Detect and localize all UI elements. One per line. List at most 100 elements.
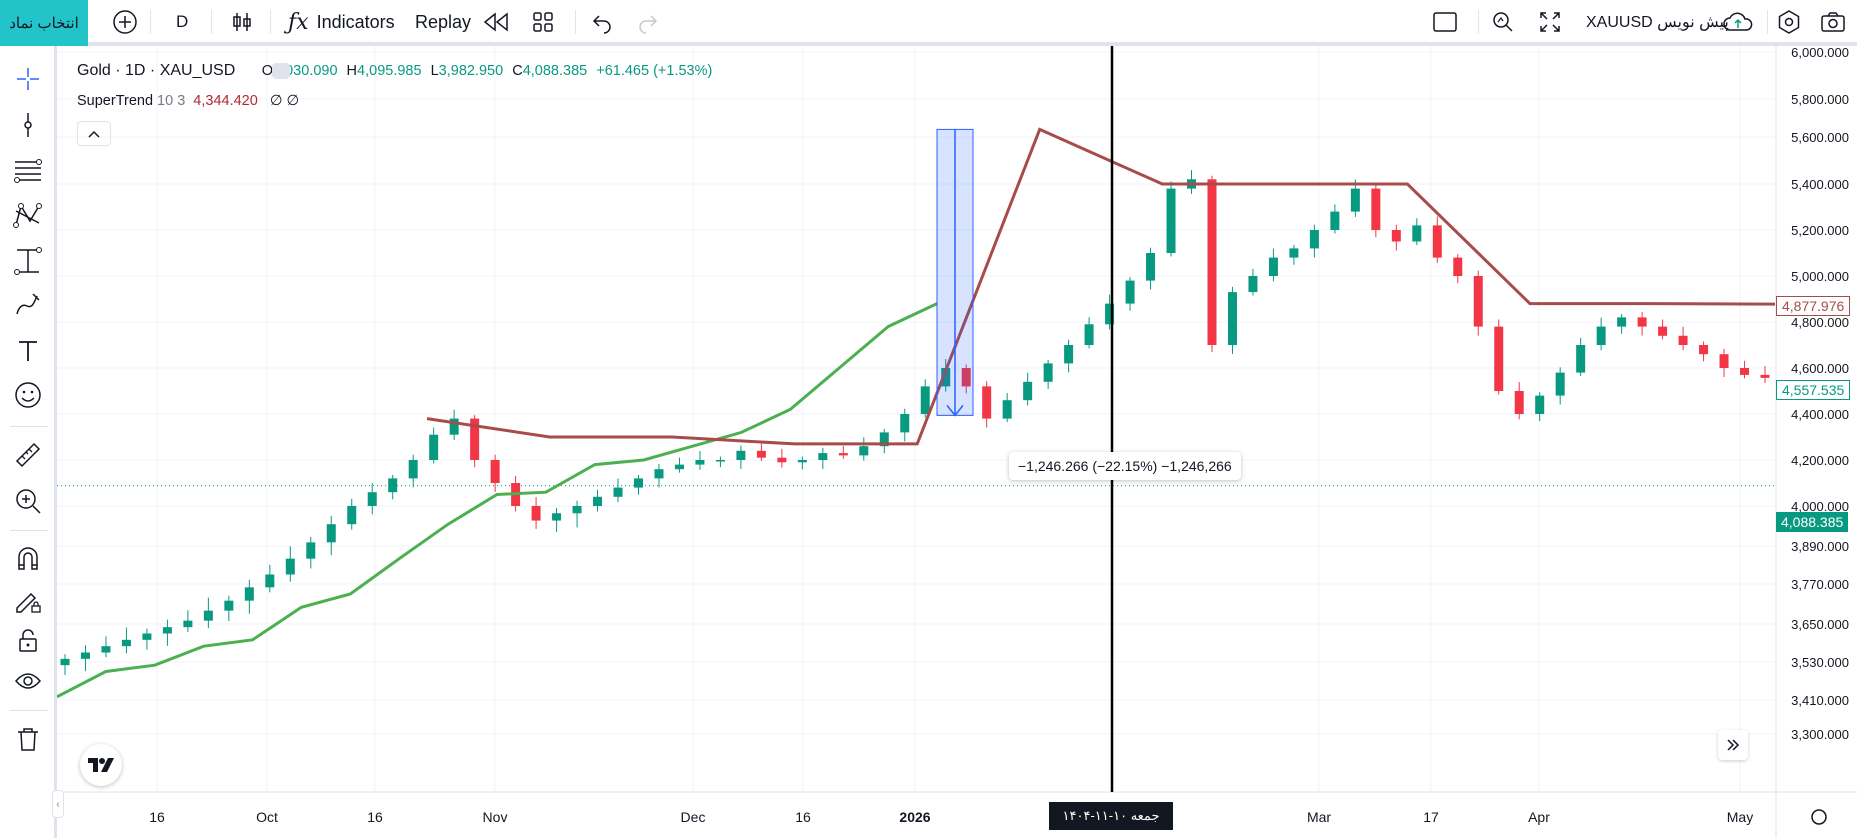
collapse-legend-button[interactable] <box>77 121 111 146</box>
lock-icon[interactable] <box>13 626 43 656</box>
price-tick-label: 4,000.000 <box>1791 499 1849 514</box>
trash-icon[interactable] <box>13 724 43 754</box>
add-symbol-icon[interactable] <box>112 0 138 44</box>
candle-body <box>326 524 336 543</box>
price-tick-label: 3,530.000 <box>1791 655 1849 670</box>
supertrend-price-tag: 4,877.976 <box>1776 296 1851 316</box>
legend-dot[interactable] <box>272 63 290 79</box>
price-chart[interactable]: 6,000.000 5,800.000 5,600.000 5,400.000 5,20… <box>57 46 1857 838</box>
scroll-to-realtime-button[interactable] <box>1718 730 1748 760</box>
tradingview-logo[interactable] <box>80 744 122 786</box>
measure-icon[interactable] <box>13 246 43 276</box>
rewind-icon <box>483 12 508 32</box>
candle-body <box>756 450 766 458</box>
replay-button[interactable]: Replay <box>415 0 509 44</box>
candle-body <box>715 460 725 462</box>
candle-style-icon[interactable] <box>230 0 254 44</box>
interval-button[interactable]: D <box>176 12 189 31</box>
price-tick-label: 4,400.000 <box>1791 407 1849 422</box>
candle-body <box>572 506 582 514</box>
candle-body <box>982 386 992 419</box>
candle-body <box>142 633 152 640</box>
chevron-up-icon <box>88 130 100 138</box>
double-chevron-right-icon <box>1727 739 1740 751</box>
candle-body <box>1309 230 1319 249</box>
price-tick-label: 4,600.000 <box>1791 361 1849 376</box>
quick-search-icon[interactable] <box>1490 0 1516 44</box>
candle-body <box>797 460 807 463</box>
ruler-icon[interactable] <box>13 440 43 470</box>
time-tick-label: Dec <box>681 809 706 825</box>
candle-body <box>162 627 172 634</box>
candle-body <box>183 620 193 628</box>
brush-icon[interactable] <box>13 290 43 320</box>
price-tick-label: 5,200.000 <box>1791 223 1849 238</box>
sidebar-collapse-handle[interactable]: ‹ <box>52 790 64 818</box>
crosshair-date-tag: جمعه ۱۰-۱۱-۱۴۰۴ <box>1049 802 1173 830</box>
text-icon[interactable] <box>13 336 43 366</box>
candle-body <box>429 434 439 460</box>
symbol-legend-title[interactable]: Gold · 1D · XAU_USD <box>77 62 236 79</box>
time-tick-label: 16 <box>367 809 383 825</box>
zoom-in-icon[interactable] <box>13 486 43 516</box>
undo-icon[interactable] <box>590 0 614 44</box>
candle-body <box>1699 345 1709 355</box>
candle-body <box>60 658 70 666</box>
candle-body <box>1473 276 1483 327</box>
layouts-icon[interactable] <box>531 0 555 44</box>
candle-body <box>1576 345 1586 373</box>
candle-body <box>674 464 684 470</box>
indicators-label: Indicators <box>316 11 395 32</box>
settings-hexagon-icon[interactable] <box>1776 0 1802 44</box>
candle-body <box>265 574 275 588</box>
candle-body <box>1125 280 1135 304</box>
price-tick-label: 3,650.000 <box>1791 617 1849 632</box>
candle-body <box>490 460 500 483</box>
candle-body <box>818 453 828 460</box>
indicators-button[interactable]: ƒx Indicators <box>288 0 395 44</box>
candle-body <box>121 639 131 647</box>
symbol-title[interactable]: XAUUSD پیش نویس <box>1586 14 1729 31</box>
magnet-icon[interactable] <box>13 544 43 574</box>
time-tick-label: Mar <box>1307 809 1331 825</box>
emoji-icon[interactable] <box>13 380 43 410</box>
symbol-search-button[interactable]: انتخاب نماد <box>0 0 88 46</box>
candle-body <box>1719 354 1729 368</box>
time-tick-label: May <box>1727 809 1753 825</box>
supertrend-up-line <box>57 302 938 699</box>
candle-body <box>1494 326 1504 391</box>
supertrend-down-line <box>426 127 1776 446</box>
fullscreen-square-icon[interactable] <box>1432 0 1458 44</box>
candle-body <box>1617 317 1627 327</box>
candle-body <box>1166 188 1176 253</box>
cloud-save-icon[interactable] <box>1722 0 1754 44</box>
lock-drawing-pencil-icon[interactable] <box>13 586 43 616</box>
candle-body <box>367 492 377 506</box>
crosshair-icon[interactable] <box>13 64 43 94</box>
price-tick-label: 4,800.000 <box>1791 315 1849 330</box>
fib-retracement-icon[interactable] <box>13 156 43 186</box>
candle-body <box>470 418 480 460</box>
supertrend-legend[interactable]: SuperTrend 10 3 4,344.420 ∅ ∅ <box>77 93 300 109</box>
redo-icon[interactable] <box>636 0 660 44</box>
candle-body <box>1432 225 1442 258</box>
candle-body <box>1227 292 1237 345</box>
candle-body <box>900 414 910 433</box>
replay-label: Replay <box>415 11 472 32</box>
candle-body <box>1371 188 1381 230</box>
visibility-icon[interactable] <box>13 666 43 696</box>
top-toolbar: انتخاب نماد D ƒx Indicators Replay XAUUS… <box>0 0 1857 46</box>
maximize-icon[interactable] <box>1538 0 1562 44</box>
function-icon: ƒx <box>288 9 309 35</box>
time-tick-label: 2026 <box>899 809 930 825</box>
candle-body <box>1514 391 1524 414</box>
pattern-icon[interactable] <box>13 200 43 230</box>
ohlc-values: O4,030.090 H4,095.985 L3,982.950 C4,088.… <box>261 63 713 79</box>
camera-icon[interactable] <box>1820 0 1846 44</box>
candle-body <box>408 460 418 479</box>
candle-body <box>1637 317 1647 327</box>
candle-body <box>1146 253 1156 281</box>
price-tick-label: 5,400.000 <box>1791 177 1849 192</box>
trend-line-icon[interactable] <box>13 110 43 140</box>
chart-legend: Gold · 1D · XAU_USD O4,030.090 H4,095.98… <box>77 62 712 80</box>
